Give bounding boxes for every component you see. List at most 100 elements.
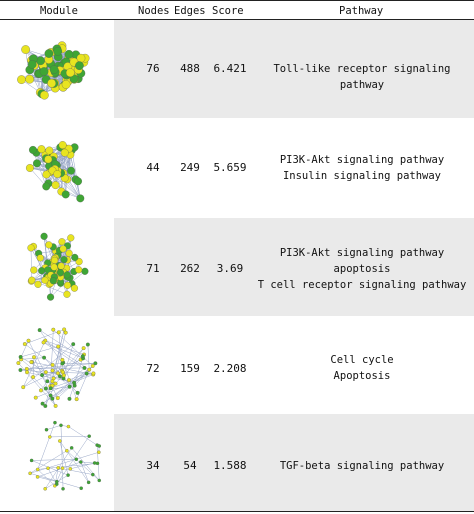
network-edge bbox=[69, 354, 85, 399]
nodes-value: 72 bbox=[146, 362, 160, 375]
network-node bbox=[44, 266, 52, 274]
network-node bbox=[45, 241, 53, 249]
header-module: Module bbox=[40, 5, 78, 17]
network-node bbox=[42, 355, 47, 360]
network-node bbox=[45, 379, 50, 384]
network-node bbox=[75, 266, 83, 274]
network-node bbox=[30, 266, 38, 274]
network-node bbox=[38, 267, 46, 275]
network-node bbox=[50, 396, 55, 401]
network-node bbox=[60, 466, 65, 470]
network-node bbox=[43, 386, 48, 391]
pathway-label: PI3K-Akt signaling pathway bbox=[279, 154, 445, 166]
network-node bbox=[33, 395, 38, 400]
network-node bbox=[33, 159, 41, 168]
row-background bbox=[114, 118, 474, 218]
network-edge bbox=[87, 344, 90, 370]
network-node bbox=[75, 390, 80, 395]
network-node bbox=[93, 361, 98, 366]
network-node bbox=[26, 338, 31, 343]
network-node bbox=[60, 357, 65, 362]
network-node bbox=[62, 327, 67, 332]
network-edge bbox=[20, 346, 59, 358]
network-node bbox=[29, 360, 34, 365]
network-edge bbox=[37, 469, 56, 486]
network-node bbox=[56, 330, 61, 335]
network-edge bbox=[66, 450, 100, 481]
network-node bbox=[92, 461, 97, 465]
table-row: 72 159 2.208 Cell cycle Apoptosis bbox=[0, 316, 474, 414]
network-edge bbox=[35, 374, 94, 398]
network-node bbox=[49, 65, 59, 74]
edges-value: 159 bbox=[180, 362, 200, 375]
network-node bbox=[69, 446, 74, 450]
network-edge bbox=[53, 329, 93, 367]
network-edge bbox=[60, 425, 64, 489]
network-edge bbox=[30, 451, 99, 474]
network-node bbox=[63, 271, 71, 279]
header-pathway: Pathway bbox=[339, 5, 384, 17]
network-node bbox=[41, 340, 46, 345]
nodes-value: 71 bbox=[146, 262, 160, 275]
network-node bbox=[39, 67, 49, 76]
network-node bbox=[29, 145, 37, 154]
network-node bbox=[17, 75, 26, 84]
network-node bbox=[65, 448, 69, 453]
network-edge bbox=[30, 247, 33, 281]
header-nodes: Nodes bbox=[138, 5, 170, 17]
network-node bbox=[60, 370, 65, 375]
network-edge bbox=[45, 329, 65, 407]
network-edge bbox=[63, 344, 74, 376]
network-node bbox=[18, 368, 23, 373]
network-edge bbox=[20, 356, 46, 373]
network-node bbox=[40, 401, 45, 406]
row-background bbox=[114, 218, 474, 316]
network-node bbox=[50, 379, 55, 384]
network-edges bbox=[29, 422, 100, 489]
table-bottom-rule bbox=[0, 511, 474, 512]
network-node bbox=[97, 444, 101, 448]
network-node bbox=[55, 479, 59, 484]
network-node bbox=[74, 457, 79, 462]
table-row: 71 262 3.69 PI3K-Akt signaling pathway a… bbox=[0, 218, 474, 316]
network-node bbox=[67, 396, 72, 401]
network-node bbox=[85, 342, 90, 347]
network-node bbox=[67, 234, 75, 242]
score-value: 5.659 bbox=[213, 161, 247, 174]
network-edge bbox=[50, 329, 54, 387]
network-node bbox=[39, 388, 43, 393]
network-node bbox=[24, 366, 29, 371]
network-edge bbox=[52, 386, 70, 399]
network-node bbox=[55, 396, 60, 400]
network-edge bbox=[31, 459, 77, 461]
network-node bbox=[56, 344, 61, 349]
network-edge bbox=[59, 440, 89, 483]
network-node bbox=[31, 375, 36, 380]
network-node bbox=[81, 346, 86, 351]
network-node bbox=[37, 328, 42, 333]
pathway-cell: Toll-like receptor signaling pathway bbox=[250, 61, 474, 93]
network-edge bbox=[68, 373, 87, 381]
module-network-5 bbox=[28, 420, 101, 491]
network-node bbox=[61, 80, 71, 89]
network-node bbox=[91, 472, 95, 477]
network-node bbox=[47, 78, 56, 88]
network-node bbox=[56, 466, 60, 470]
network-node bbox=[43, 487, 47, 491]
pathway-label: TGF-beta signaling pathway bbox=[279, 460, 445, 472]
network-edge bbox=[32, 357, 35, 378]
network-node bbox=[56, 371, 60, 376]
network-node bbox=[80, 354, 85, 359]
pathway-label: Apoptosis bbox=[333, 370, 391, 382]
network-node bbox=[40, 232, 48, 240]
network-edge bbox=[45, 340, 85, 355]
network-node bbox=[79, 460, 83, 464]
network-node bbox=[53, 420, 57, 425]
network-node bbox=[90, 363, 95, 368]
pathway-label: Cell cycle bbox=[330, 354, 394, 366]
network-node bbox=[63, 330, 68, 335]
pathway-label: apoptosis bbox=[333, 263, 391, 275]
module-network-1 bbox=[17, 41, 90, 100]
network-node bbox=[59, 423, 63, 428]
network-edge bbox=[37, 476, 57, 482]
